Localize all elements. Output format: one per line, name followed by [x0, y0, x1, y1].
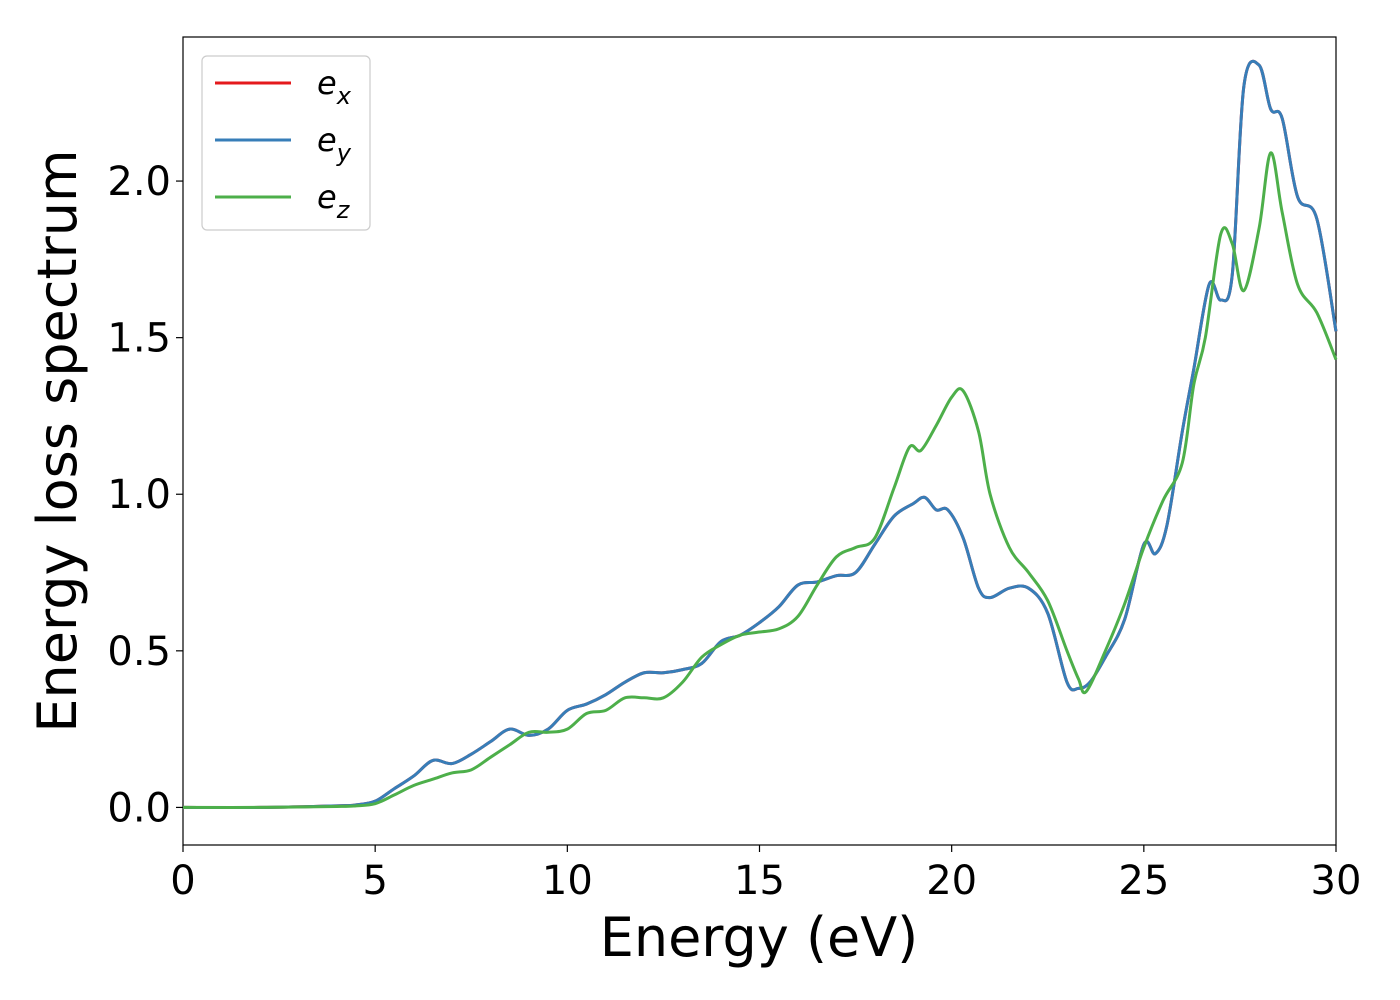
x-axis-ticks: 0 5 10 15 20 25 30	[170, 845, 1361, 904]
legend: ex ey ez	[201, 55, 371, 231]
y-tick-label: 2.0	[107, 159, 171, 205]
legend-box	[201, 55, 371, 231]
y-axis-ticks: 0.0 0.5 1.0 1.5 2.0	[107, 159, 183, 831]
x-tick-label: 25	[1118, 858, 1169, 904]
series-layer	[182, 59, 1338, 810]
x-tick-label: 30	[1311, 858, 1362, 904]
legend-label: ez	[317, 178, 351, 224]
y-axis-label: Energy loss spectrum	[26, 149, 89, 732]
y-tick-label: 1.5	[107, 316, 171, 362]
series-line-e-z	[182, 151, 1338, 809]
y-tick-label: 0.0	[107, 785, 171, 831]
y-tick-label: 1.0	[107, 472, 171, 518]
plot-area	[182, 36, 1338, 846]
plot-frame	[182, 36, 1337, 846]
x-tick-label: 10	[542, 858, 593, 904]
x-tick-label: 5	[362, 858, 387, 904]
x-axis-label: Energy (eV)	[600, 906, 919, 969]
legend-label: ey	[317, 121, 352, 167]
legend-entry-e-z: ez	[215, 178, 351, 224]
legend-entry-e-y: ey	[215, 121, 352, 167]
legend-label: ex	[317, 64, 352, 110]
x-tick-label: 20	[926, 858, 977, 904]
legend-entry-e-x: ex	[215, 64, 352, 110]
y-tick-label: 0.5	[107, 629, 171, 675]
series-line-e-y	[182, 59, 1338, 810]
x-tick-label: 0	[170, 858, 195, 904]
x-tick-label: 15	[734, 858, 785, 904]
